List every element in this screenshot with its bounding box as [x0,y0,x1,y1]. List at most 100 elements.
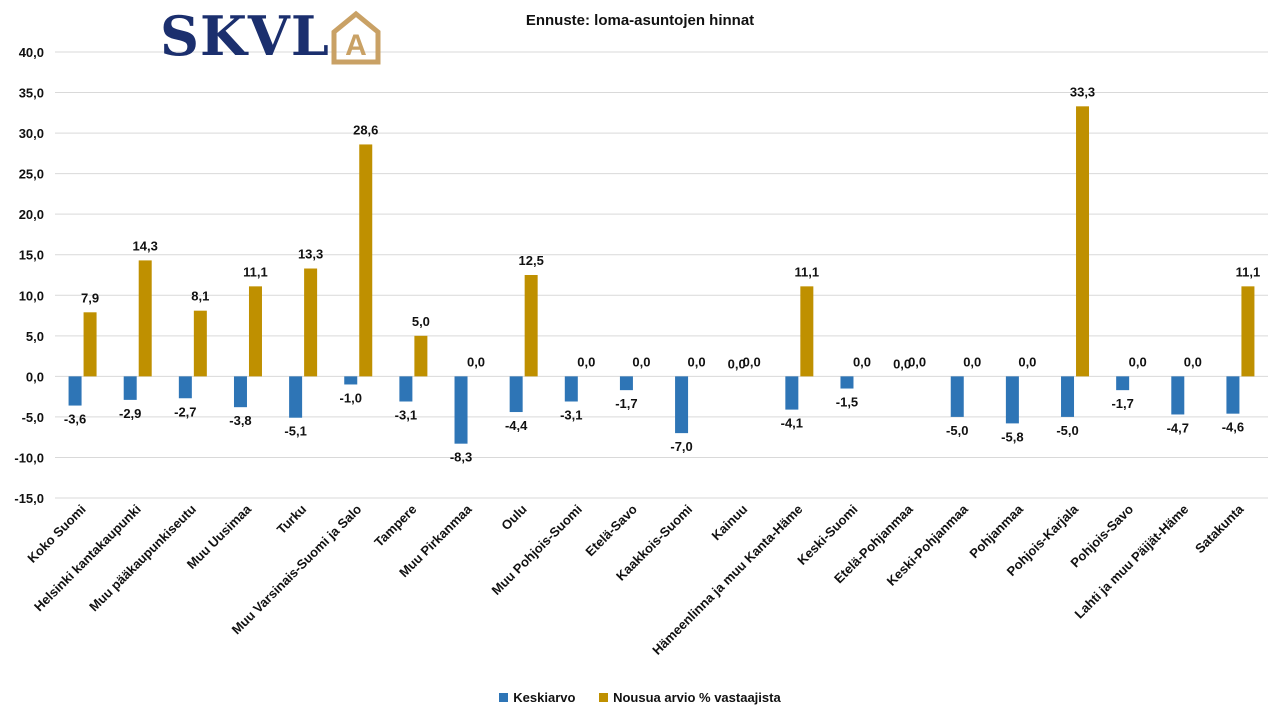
y-tick-label: -15,0 [14,491,44,506]
bar-keskiarvo [785,376,799,410]
y-tick-label: 30,0 [19,126,44,141]
bar-keskiarvo [454,376,468,444]
bar-keskiarvo [1061,376,1075,417]
x-category-label: Tampere [371,502,419,550]
data-label-keskiarvo: 0,0 [893,356,911,371]
x-category-label: Satakunta [1192,501,1247,556]
data-label-nousua: 7,9 [81,290,99,305]
data-label-keskiarvo: -3,1 [395,408,417,423]
bar-keskiarvo [1226,376,1240,414]
legend-item-keskiarvo: Keskiarvo [499,690,575,705]
bar-keskiarvo [950,376,964,417]
bar-keskiarvo [344,376,358,385]
bar-keskiarvo [399,376,413,402]
bar-nousua [304,268,318,377]
data-label-nousua: 0,0 [467,354,485,369]
x-category-label: Lahti ja muu Päijät-Häme [1071,502,1191,622]
data-label-nousua: 0,0 [577,354,595,369]
bar-nousua [414,335,428,377]
chart-title: Ennuste: loma-asuntojen hinnat [525,12,755,29]
house-logo-icon: A [331,10,381,65]
data-label-keskiarvo: -2,7 [174,404,196,419]
y-tick-label: 5,0 [26,329,44,344]
bar-keskiarvo [1116,376,1130,391]
data-label-nousua: 0,0 [1129,354,1147,369]
data-label-nousua: 13,3 [298,247,323,262]
legend-label-nousua: Nousua arvio % vastaajista [613,690,781,705]
data-label-keskiarvo: -4,7 [1167,420,1189,435]
y-tick-label: 0,0 [26,369,44,384]
data-label-nousua: 0,0 [743,354,761,369]
legend-swatch-keskiarvo [499,693,509,702]
y-tick-label: 40,0 [19,45,44,60]
x-category-label: Etelä-Savo [582,501,640,559]
data-label-keskiarvo: 0,0 [728,356,746,371]
bar-nousua [524,275,538,377]
y-tick-label: 25,0 [19,167,44,182]
bar-nousua [248,286,262,377]
y-tick-label: -10,0 [14,450,44,465]
data-label-keskiarvo: -5,1 [284,424,306,439]
bar-nousua [1076,106,1090,377]
data-label-keskiarvo: -5,0 [1056,423,1078,438]
bar-keskiarvo [233,376,247,408]
data-label-keskiarvo: -3,1 [560,408,582,423]
data-label-nousua: 0,0 [908,354,926,369]
data-label-keskiarvo: -2,9 [119,406,141,421]
data-label-keskiarvo: -5,8 [1001,429,1023,444]
data-label-nousua: 0,0 [1018,354,1036,369]
data-label-keskiarvo: -8,3 [450,450,472,465]
bar-keskiarvo [1005,376,1019,424]
y-tick-label: 10,0 [19,288,44,303]
data-label-nousua: 11,1 [795,264,820,279]
data-label-nousua: 11,1 [1236,264,1261,279]
chart-legend: Keskiarvo Nousua arvio % vastaajista [0,690,1280,705]
data-label-nousua: 14,3 [133,238,158,253]
data-label-keskiarvo: -3,6 [64,412,86,427]
bar-keskiarvo [123,376,137,400]
bar-keskiarvo [178,376,192,399]
y-tick-label: 35,0 [19,86,44,101]
data-label-nousua: 28,6 [353,122,378,137]
data-label-nousua: 0,0 [632,354,650,369]
x-category-label: Muu Pohjois-Suomi [489,502,585,598]
legend-swatch-nousua [599,693,609,702]
data-label-nousua: 0,0 [1184,354,1202,369]
bar-nousua [800,286,814,377]
bar-keskiarvo [564,376,578,402]
bar-keskiarvo [289,376,303,418]
bar-keskiarvo [619,376,633,391]
data-label-keskiarvo: -1,0 [340,390,362,405]
data-label-keskiarvo: -1,7 [615,396,637,411]
data-label-keskiarvo: -1,7 [1111,396,1133,411]
data-label-keskiarvo: -1,5 [836,395,858,410]
x-category-label: Helsinki kantakaupunki [31,502,144,615]
legend-label-keskiarvo: Keskiarvo [513,690,576,705]
y-tick-label: -5,0 [22,410,44,425]
data-label-nousua: 8,1 [191,289,209,304]
data-label-nousua: 12,5 [519,253,544,268]
legend-item-nousua: Nousua arvio % vastaajista [599,690,781,705]
bar-nousua [83,312,97,377]
x-category-label: Turku [274,501,310,537]
bar-keskiarvo [675,376,689,434]
bar-nousua [359,144,373,377]
data-label-keskiarvo: -5,0 [946,423,968,438]
data-label-nousua: 0,0 [688,354,706,369]
bar-keskiarvo [509,376,523,413]
data-label-nousua: 33,3 [1070,84,1095,99]
x-category-label: Muu pääkaupunkiseutu [86,501,199,614]
data-label-nousua: 0,0 [963,354,981,369]
logo-text: SKVL [160,4,330,68]
y-tick-label: 15,0 [19,248,44,263]
bar-keskiarvo [68,376,82,406]
bar-nousua [193,310,207,377]
bar-keskiarvo [840,376,854,389]
data-label-nousua: 0,0 [853,354,871,369]
data-label-nousua: 11,1 [243,264,268,279]
data-label-keskiarvo: -4,4 [505,418,528,433]
y-tick-label: 20,0 [19,207,44,222]
bar-nousua [138,260,152,377]
logo-mark-letter: A [345,29,367,62]
